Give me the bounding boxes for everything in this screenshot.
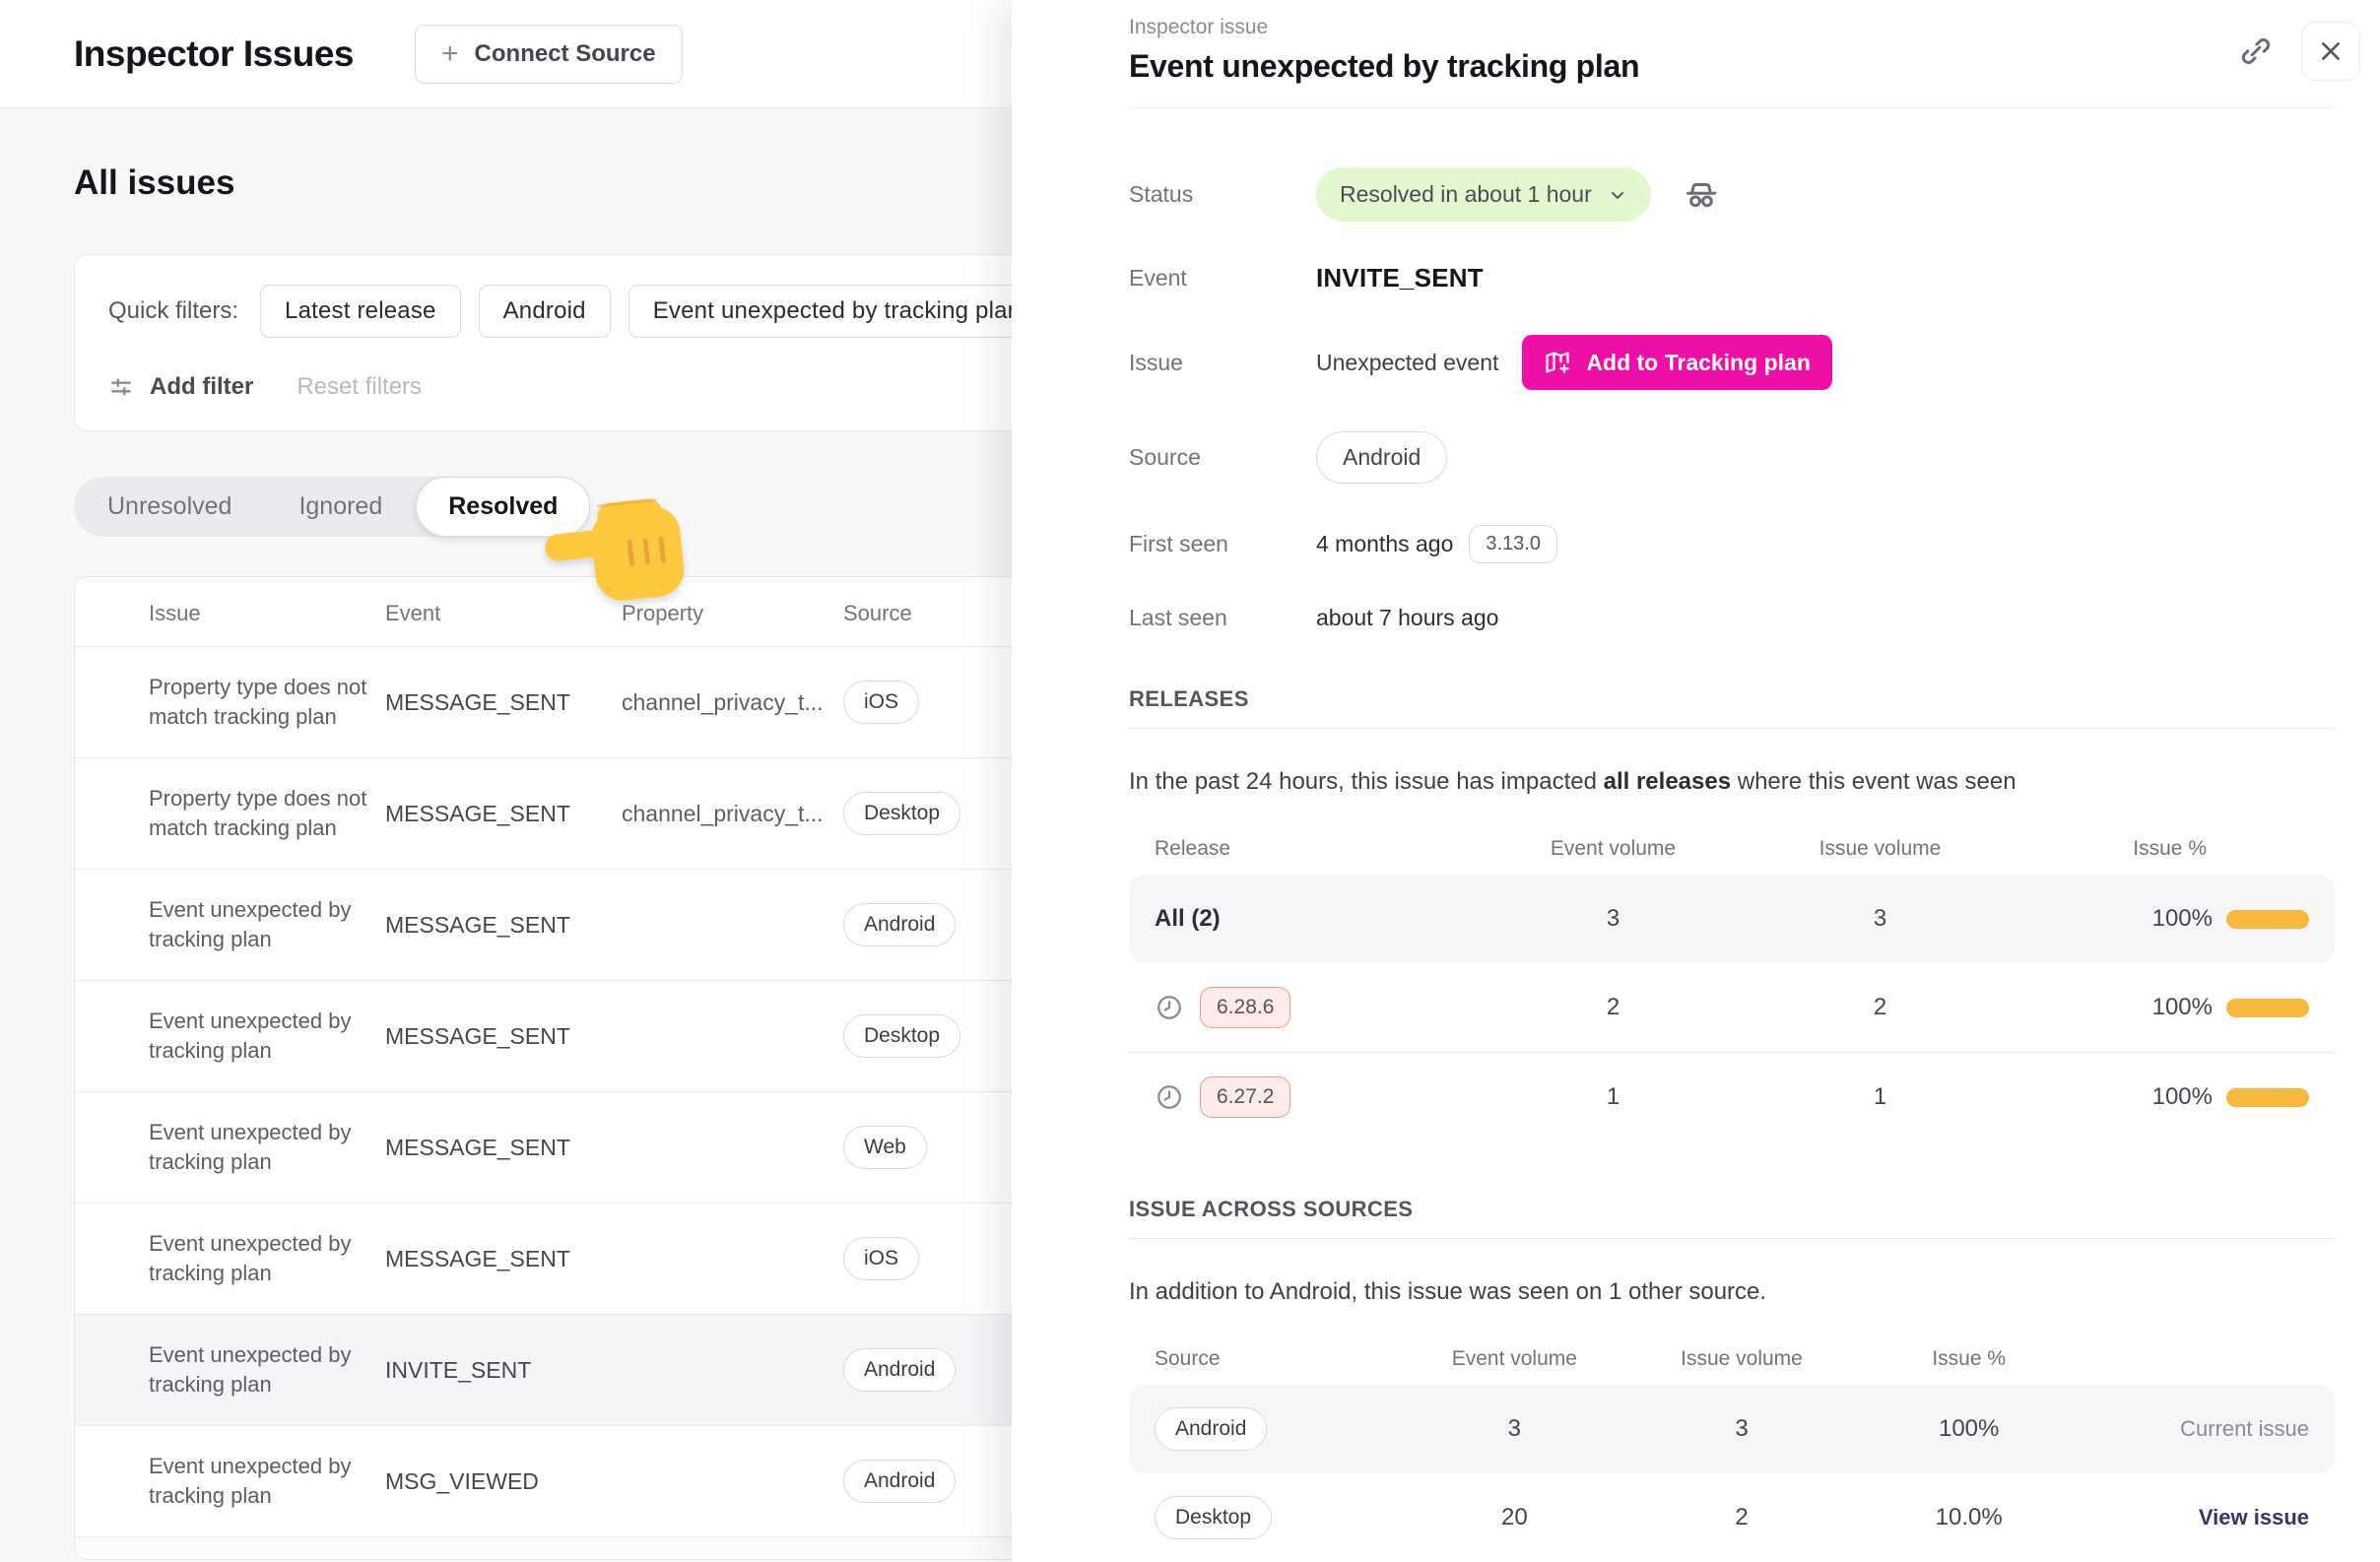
filter-chip-latest-release[interactable]: Latest release: [260, 285, 461, 338]
panel-title: Event unexpected by tracking plan: [1129, 48, 1640, 84]
last-seen-label: Last seen: [1129, 605, 1227, 630]
source-label: Source: [1129, 444, 1201, 470]
table-row[interactable]: Property type does not match tracking pl…: [75, 646, 1452, 757]
tab-ignored[interactable]: Ignored: [298, 492, 383, 520]
issues-table-header: Issue Event Property Source: [75, 577, 1452, 646]
all-issues-heading: All issues: [74, 163, 235, 202]
table-row[interactable]: Event unexpected by tracking plan MESSAG…: [75, 1091, 1452, 1203]
clock-icon: [1155, 993, 1184, 1022]
issue-detail-panel: Inspector issue Event unexpected by trac…: [1012, 0, 2380, 1562]
issue-value: Unexpected event: [1316, 349, 1499, 375]
filter-icon: [108, 374, 134, 400]
source-badge: Android: [843, 1460, 957, 1503]
issue-pct-bar: [2226, 909, 2309, 929]
field-event: Event INVITE_SENT: [1129, 263, 2335, 293]
quick-filters-label: Quick filters:: [108, 297, 239, 324]
panel-eyebrow: Inspector issue: [1129, 16, 1269, 38]
field-first-seen: First seen 4 months ago 3.13.0: [1129, 525, 2335, 563]
sources-table-header: Source Event volume Issue volume Issue %: [1155, 1347, 2007, 1370]
last-seen-value: about 7 hours ago: [1316, 605, 1499, 630]
source-badge: iOS: [843, 1237, 920, 1280]
releases-row: 6.27.2 1 1 100%: [1129, 1052, 2335, 1141]
map-plus-icon: [1544, 349, 1571, 376]
source-badge: iOS: [843, 681, 920, 724]
connect-source-label: Connect Source: [474, 39, 656, 67]
incognito-icon[interactable]: [1681, 174, 1722, 216]
col-issue: Issue: [149, 601, 201, 625]
releases-row-all: All (2) 3 3 100%: [1129, 875, 2335, 963]
source-badge: Desktop: [843, 792, 961, 835]
field-status: Status Resolved in about 1 hour: [1129, 167, 2335, 222]
releases-description: In the past 24 hours, this issue has imp…: [1129, 768, 2016, 795]
table-row[interactable]: Property type does not match tracking pl…: [75, 757, 1452, 869]
release-version-badge: 6.27.2: [1200, 1076, 1291, 1118]
source-badge: Android: [1155, 1407, 1268, 1451]
source-badge: Web: [843, 1126, 927, 1169]
field-issue: Issue Unexpected event Add to Trac: [1129, 335, 2335, 390]
source-badge: Android: [843, 1348, 957, 1392]
releases-heading: RELEASES: [1129, 686, 1249, 711]
source-badge: Desktop: [843, 1014, 961, 1058]
issue-pct-bar: [2226, 998, 2309, 1017]
issue-fields: Status Resolved in about 1 hour: [1129, 167, 2335, 631]
close-icon[interactable]: [2301, 22, 2360, 81]
table-row[interactable]: Event unexpected by tracking plan MESSAG…: [75, 980, 1452, 1091]
event-value: INVITE_SENT: [1316, 263, 1484, 293]
sources-heading: ISSUE ACROSS SOURCES: [1129, 1197, 1414, 1221]
release-version-badge: 6.28.6: [1200, 987, 1291, 1028]
status-dropdown[interactable]: Resolved in about 1 hour: [1316, 167, 1651, 222]
pointing-hand-emoji: [544, 490, 692, 616]
add-filter-button[interactable]: Add filter: [108, 373, 253, 401]
add-to-tracking-plan-button[interactable]: Add to Tracking plan: [1522, 335, 1832, 390]
sources-divider: [1129, 1238, 2335, 1239]
connect-source-button[interactable]: + Connect Source: [415, 24, 683, 84]
col-event: Event: [385, 601, 441, 625]
current-issue-label: Current issue: [2180, 1416, 2309, 1441]
sources-row-current: Android 3 3 100% Current issue: [1129, 1385, 2335, 1473]
status-label: Status: [1129, 181, 1194, 207]
view-issue-link[interactable]: View issue: [2198, 1505, 2309, 1529]
plus-icon: +: [441, 36, 459, 70]
chevron-down-icon: [1608, 185, 1627, 205]
col-source: Source: [843, 601, 912, 625]
event-label: Event: [1129, 265, 1187, 291]
releases-table-header: Release Event volume Issue volume Issue …: [1155, 837, 2207, 860]
table-row[interactable]: Event unexpected by tracking plan MSG_VI…: [75, 1425, 1452, 1536]
releases-divider: [1129, 728, 2335, 729]
filter-chip-android[interactable]: Android: [478, 285, 611, 338]
tab-unresolved[interactable]: Unresolved: [107, 492, 232, 520]
source-badge: Desktop: [1155, 1496, 1273, 1539]
field-source: Source Android: [1129, 431, 2335, 484]
panel-actions: [2236, 22, 2360, 81]
panel-header: Inspector issue Event unexpected by trac…: [1129, 0, 2335, 108]
reset-filters-button[interactable]: Reset filters: [297, 373, 423, 400]
first-seen-version-badge: 3.13.0: [1469, 525, 1557, 563]
copy-link-icon[interactable]: [2236, 32, 2276, 71]
tab-resolved[interactable]: Resolved: [416, 477, 591, 537]
issue-pct-bar: [2226, 1087, 2309, 1107]
source-badge: Android: [843, 903, 957, 946]
first-seen-label: First seen: [1129, 531, 1228, 556]
status-tabs: Unresolved Ignored Resolved: [74, 477, 591, 537]
sources-description: In addition to Android, this issue was s…: [1129, 1278, 1767, 1305]
table-row[interactable]: Event unexpected by tracking plan MESSAG…: [75, 1203, 1452, 1314]
first-seen-value: 4 months ago: [1316, 531, 1454, 556]
page-title: Inspector Issues: [74, 33, 355, 74]
releases-row: 6.28.6 2 2 100%: [1129, 963, 2335, 1052]
field-last-seen: Last seen about 7 hours ago: [1129, 605, 2335, 631]
clock-icon: [1155, 1082, 1184, 1112]
sources-row: Desktop 20 2 10.0% View issue: [1129, 1473, 2335, 1562]
issue-label: Issue: [1129, 349, 1183, 375]
filter-chip-event-unexpected[interactable]: Event unexpected by tracking plan: [628, 285, 1046, 338]
source-badge: Android: [1316, 431, 1448, 484]
col-property: Property: [622, 601, 704, 625]
table-row[interactable]: Event unexpected by tracking plan MESSAG…: [75, 869, 1452, 980]
